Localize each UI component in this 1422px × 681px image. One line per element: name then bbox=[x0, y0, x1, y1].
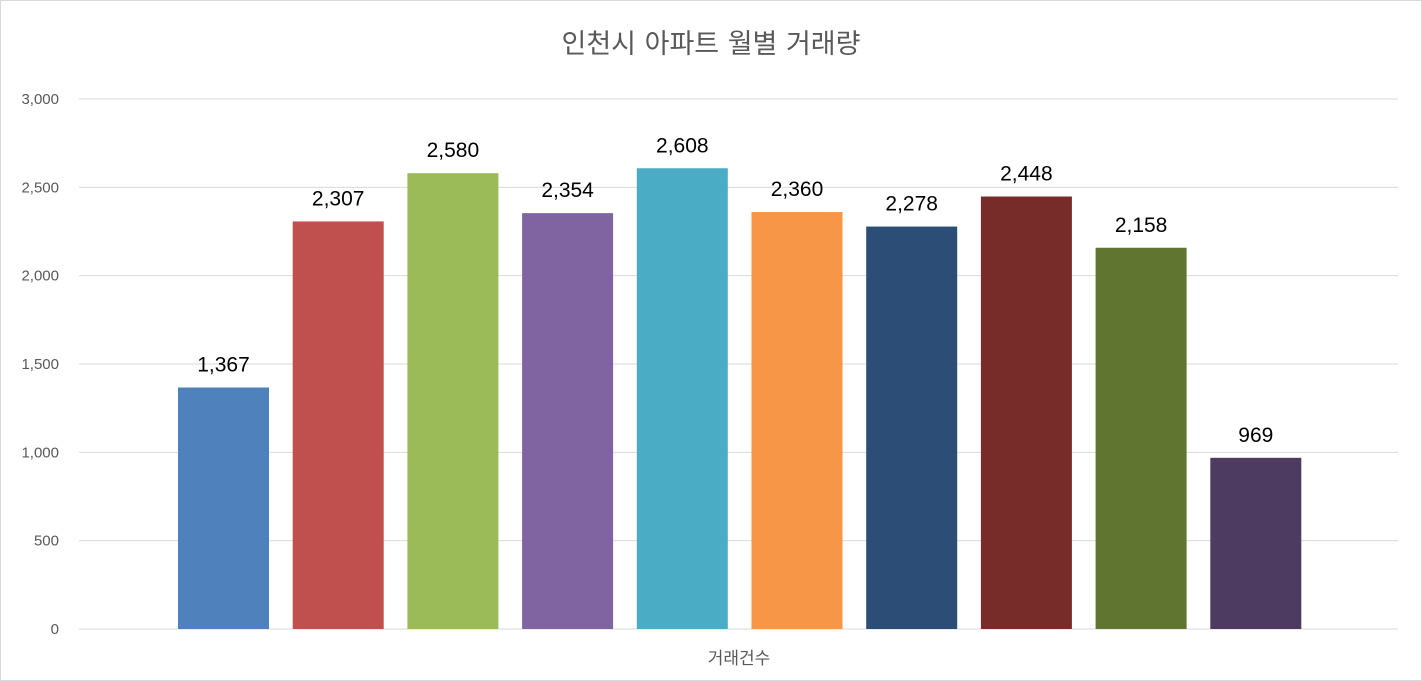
y-tick-label: 3,000 bbox=[21, 91, 59, 108]
data-labels: 1,367 2,307 2,580 2,354 2,608 2,360 2,278 2,448… bbox=[197, 134, 1273, 447]
data-label: 2,307 bbox=[312, 187, 365, 210]
data-label: 2,278 bbox=[885, 193, 938, 216]
data-label: 2,158 bbox=[1115, 214, 1168, 237]
bar bbox=[636, 168, 728, 629]
chart-title: 인천시 아파트 월별 거래량 bbox=[562, 29, 861, 60]
y-tick-label: 0 bbox=[51, 621, 59, 638]
y-tick-label: 500 bbox=[34, 533, 59, 550]
data-label: 2,608 bbox=[656, 134, 709, 157]
bar bbox=[407, 173, 499, 629]
data-label: 2,354 bbox=[541, 179, 594, 202]
data-label: 2,448 bbox=[1000, 163, 1053, 186]
bar bbox=[522, 213, 614, 630]
y-axis-tick-labels: 0 500 1,000 1,500 2,000 2,500 3,000 bbox=[21, 91, 59, 638]
gridlines bbox=[79, 98, 1398, 630]
bar bbox=[866, 226, 958, 629]
bar bbox=[751, 212, 843, 630]
data-label: 1,367 bbox=[197, 353, 250, 376]
bar bbox=[1095, 247, 1187, 629]
y-tick-label: 1,000 bbox=[21, 444, 59, 461]
data-label: 2,360 bbox=[771, 178, 824, 201]
bar bbox=[178, 387, 269, 629]
bar bbox=[1210, 457, 1302, 629]
data-label: 2,580 bbox=[427, 139, 480, 162]
y-tick-label: 1,500 bbox=[21, 356, 59, 373]
bar bbox=[980, 196, 1072, 629]
bars bbox=[178, 168, 1302, 630]
bar bbox=[292, 221, 384, 629]
y-tick-label: 2,000 bbox=[21, 268, 59, 285]
data-label: 969 bbox=[1238, 424, 1273, 447]
x-axis-label: 거래건수 bbox=[708, 649, 771, 669]
y-tick-label: 2,500 bbox=[21, 179, 59, 196]
